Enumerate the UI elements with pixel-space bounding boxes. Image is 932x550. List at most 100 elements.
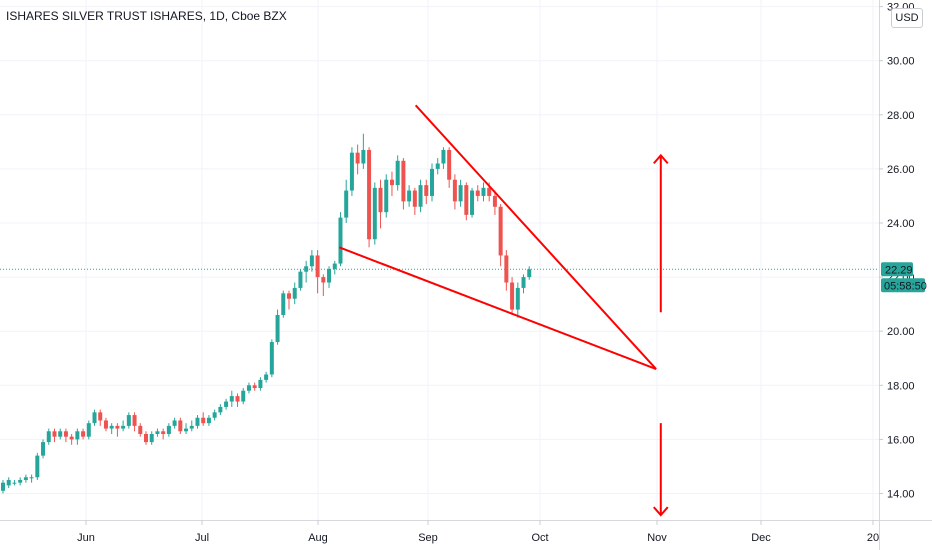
time-tick-label: 20 bbox=[867, 532, 879, 544]
candle bbox=[258, 377, 263, 391]
candle bbox=[281, 290, 286, 318]
candle bbox=[52, 428, 57, 443]
candle bbox=[41, 439, 46, 459]
candle bbox=[184, 423, 189, 434]
countdown-label: 05:58:50 bbox=[884, 280, 927, 292]
candle bbox=[218, 404, 223, 416]
candle bbox=[166, 423, 171, 437]
candle bbox=[424, 179, 429, 205]
candle bbox=[378, 179, 383, 229]
candle bbox=[235, 393, 240, 407]
candle bbox=[178, 417, 183, 434]
candle bbox=[481, 182, 486, 202]
candle bbox=[155, 428, 160, 437]
candle bbox=[206, 415, 211, 426]
candle bbox=[172, 417, 177, 429]
candle bbox=[338, 212, 343, 267]
candle bbox=[367, 147, 372, 248]
price-tick-label: 18.00 bbox=[887, 380, 915, 392]
candle bbox=[418, 179, 423, 213]
candle bbox=[138, 423, 143, 437]
candle bbox=[515, 282, 520, 318]
price-tick-label: 30.00 bbox=[887, 56, 915, 68]
candle bbox=[344, 179, 349, 223]
candle bbox=[195, 415, 200, 429]
candle bbox=[212, 409, 217, 421]
candle bbox=[349, 147, 354, 196]
time-tick-label: Jun bbox=[77, 532, 95, 544]
candle bbox=[241, 388, 246, 405]
price-tick-label: 26.00 bbox=[887, 164, 915, 176]
candle bbox=[58, 428, 63, 440]
candle bbox=[12, 479, 17, 486]
grid bbox=[0, 0, 879, 520]
candle bbox=[201, 412, 206, 426]
candle bbox=[92, 409, 97, 426]
target-arrow-down[interactable] bbox=[653, 423, 669, 517]
candle bbox=[372, 182, 377, 245]
candle bbox=[361, 133, 366, 169]
candle bbox=[46, 428, 51, 445]
candle bbox=[252, 382, 257, 391]
candle bbox=[121, 420, 126, 432]
candle bbox=[321, 274, 326, 297]
candle bbox=[149, 431, 154, 445]
candle bbox=[452, 174, 457, 210]
symbol-title: ISHARES SILVER TRUST ISHARES, 1D, Cboe B… bbox=[6, 9, 287, 23]
candle bbox=[275, 309, 280, 345]
candle bbox=[412, 187, 417, 215]
candle bbox=[395, 155, 400, 191]
candle bbox=[144, 431, 148, 445]
candle bbox=[298, 268, 303, 291]
candles bbox=[1, 133, 532, 494]
candle bbox=[161, 428, 166, 440]
time-tick-label: Sep bbox=[418, 532, 438, 544]
candle bbox=[86, 420, 91, 440]
candle bbox=[23, 474, 28, 483]
candle bbox=[384, 174, 389, 218]
candle bbox=[287, 290, 291, 310]
time-tick-label: Jul bbox=[195, 532, 209, 544]
last-price-badge: 22.29 05:58:50 bbox=[881, 262, 927, 293]
candle bbox=[355, 144, 360, 175]
candle bbox=[264, 371, 269, 383]
candle bbox=[98, 409, 103, 426]
currency-button[interactable]: USD bbox=[891, 8, 923, 28]
candle bbox=[401, 158, 406, 210]
candle bbox=[309, 250, 314, 272]
candle bbox=[430, 163, 434, 202]
price-axis: 14.0016.0018.0020.0022.0024.0026.0028.00… bbox=[879, 2, 915, 501]
wedge-lower-trendline[interactable] bbox=[338, 246, 657, 371]
candle bbox=[464, 182, 469, 221]
drawings bbox=[338, 104, 669, 517]
price-tick-label: 20.00 bbox=[887, 326, 915, 338]
candle bbox=[75, 428, 80, 445]
candle bbox=[81, 428, 86, 440]
candle bbox=[229, 390, 234, 407]
candle bbox=[18, 477, 23, 486]
candle bbox=[35, 452, 40, 480]
candle bbox=[69, 433, 74, 445]
candle bbox=[315, 250, 320, 294]
candle bbox=[504, 250, 509, 291]
candle bbox=[103, 417, 108, 432]
candle bbox=[447, 147, 452, 188]
price-tick-label: 28.00 bbox=[887, 110, 915, 122]
candle bbox=[475, 185, 480, 202]
time-tick-label: Nov bbox=[647, 532, 667, 544]
candle bbox=[441, 147, 446, 169]
target-arrow-up[interactable] bbox=[653, 153, 669, 313]
candle bbox=[389, 171, 394, 196]
candle bbox=[435, 158, 440, 175]
candle bbox=[1, 479, 5, 494]
candle bbox=[246, 382, 251, 394]
candle bbox=[189, 420, 194, 432]
candle bbox=[327, 266, 332, 288]
candle bbox=[527, 266, 532, 280]
time-tick-label: Oct bbox=[531, 532, 548, 544]
wedge-upper-trendline[interactable] bbox=[414, 104, 657, 370]
candle bbox=[470, 187, 475, 218]
time-tick-label: Aug bbox=[308, 532, 328, 544]
candle bbox=[510, 277, 515, 315]
